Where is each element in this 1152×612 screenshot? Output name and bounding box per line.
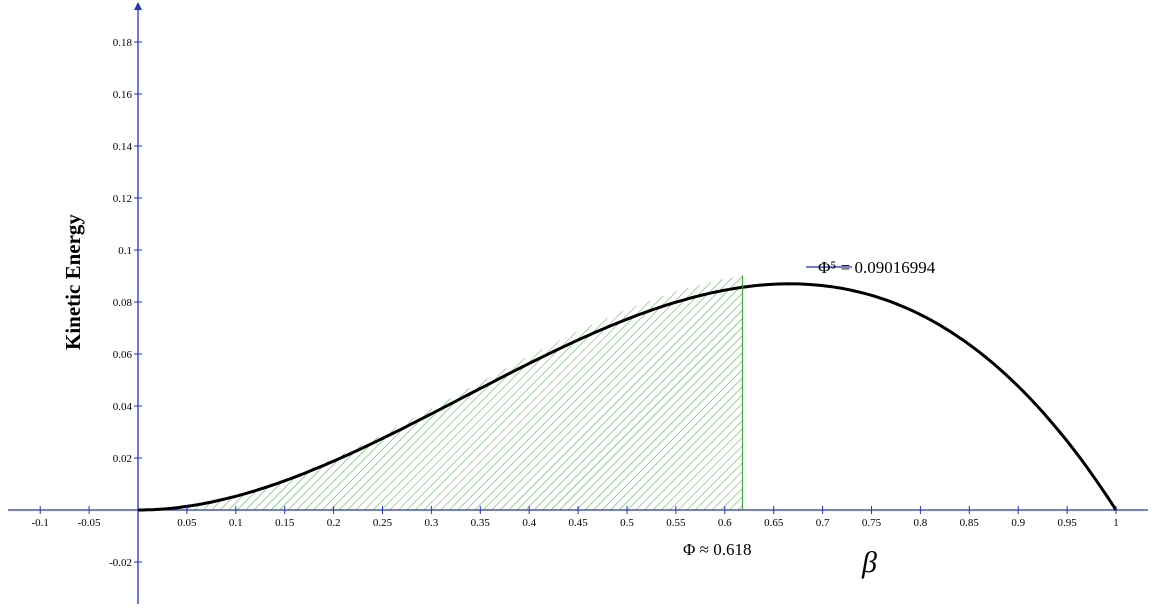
x-tick-label: -0.05 [78, 517, 101, 529]
x-axis-label: β [861, 546, 877, 579]
phi-annotation: Φ ≈ 0.618 [683, 540, 752, 559]
x-tick-label: 0.15 [275, 517, 295, 529]
x-tick-label: 0.55 [666, 517, 686, 529]
x-tick-label: 0.65 [764, 517, 784, 529]
max-point-annotation: Φ⁵ = 0.09016994 [818, 258, 936, 277]
x-tick-label: 0.4 [522, 517, 536, 529]
x-tick-label: 0.05 [177, 517, 197, 529]
x-tick-label: 0.35 [471, 517, 491, 529]
x-tick-label: 0.95 [1057, 517, 1077, 529]
x-tick-label: 0.75 [862, 517, 882, 529]
kinetic-energy-curve [138, 282, 1118, 512]
x-tick-label: 0.3 [425, 517, 439, 529]
x-tick-label: 0.8 [914, 517, 928, 529]
x-tick-label: 0.6 [718, 517, 732, 529]
x-tick-label: 0.25 [373, 517, 393, 529]
y-tick-label: 0.14 [113, 141, 133, 153]
x-tick-label: 0.7 [816, 517, 830, 529]
x-tick-label: 0.45 [568, 517, 588, 529]
x-tick-label: 0.2 [327, 517, 341, 529]
y-tick-label: 0.06 [113, 349, 133, 361]
y-tick-label: 0.18 [113, 37, 133, 49]
x-tick-label: 0.9 [1011, 517, 1025, 529]
y-tick-label: 0.02 [113, 453, 132, 465]
y-tick-label: 0.16 [113, 89, 133, 101]
y-tick-label: 0.1 [118, 245, 132, 257]
y-axis-arrow [134, 2, 142, 10]
x-tick-label: 0.5 [620, 517, 634, 529]
y-tick-label: 0.12 [113, 193, 132, 205]
x-tick-label: -0.1 [31, 517, 48, 529]
y-tick-label: 0.08 [113, 297, 133, 309]
x-tick-label: 1 [1113, 517, 1119, 529]
y-axis-label: Kinetic Energy [61, 214, 85, 350]
x-tick-label: 0.1 [229, 517, 243, 529]
y-tick-label: -0.02 [109, 557, 132, 569]
y-tick-label: 0.04 [113, 401, 133, 413]
x-tick-label: 0.85 [960, 517, 980, 529]
